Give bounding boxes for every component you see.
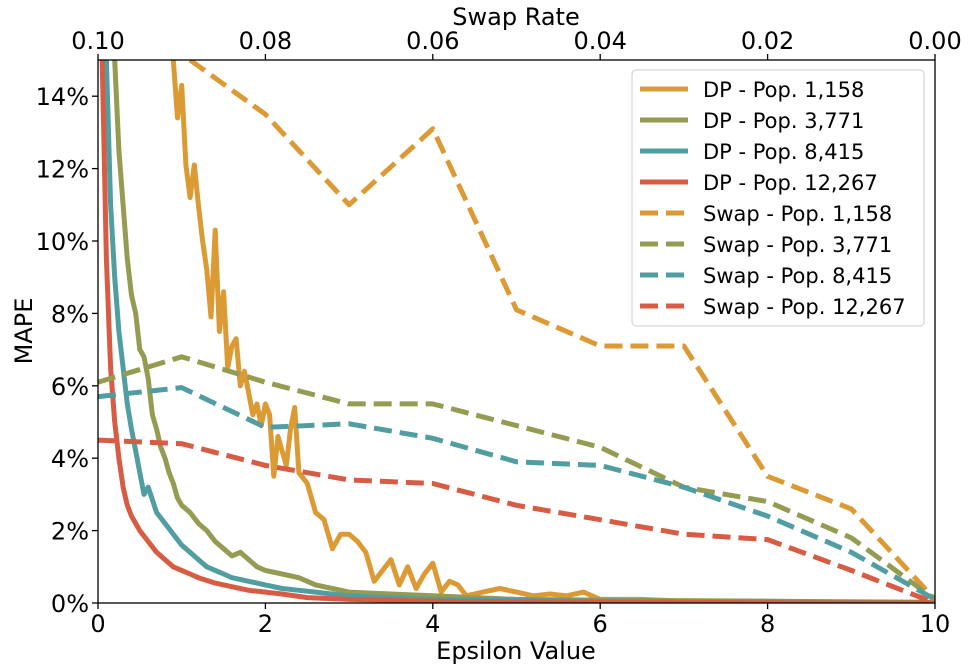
top-x-tick-label: 0.02 <box>741 27 794 55</box>
top-x-tick-label: 0.00 <box>908 27 961 55</box>
x-tick-label: 0 <box>90 610 105 638</box>
series-line-5 <box>188 60 935 602</box>
y-tick-label: 14% <box>36 83 89 111</box>
legend-label-1: DP - Pop. 1,158 <box>703 78 864 102</box>
top-x-tick-label: 0.10 <box>71 27 124 55</box>
y-tick-label: 6% <box>51 373 89 401</box>
axes-layer: 0 2 4 6 8 10 0.10 0.08 0.06 0.04 0.02 0.00 0% 2% 4% 6% 8… <box>36 27 962 638</box>
x-tick-label: 4 <box>425 610 440 638</box>
x-axis-title: Epsilon Value <box>436 637 596 665</box>
series-line-2 <box>112 60 935 603</box>
top-x-tick-label: 0.04 <box>573 27 626 55</box>
series-line-6 <box>98 354 935 602</box>
y-tick-label: 2% <box>51 518 89 546</box>
y-tick-label: 8% <box>51 300 89 328</box>
series-layer <box>98 60 935 603</box>
x-tick-label: 2 <box>258 610 273 638</box>
y-tick-label: 4% <box>51 445 89 473</box>
series-line-3 <box>103 60 935 603</box>
legend-box <box>631 69 925 327</box>
series-line-8 <box>98 437 935 603</box>
top-axis-title: Swap Rate <box>452 3 579 31</box>
plot-frame <box>97 59 936 604</box>
y-tick-label: 10% <box>36 228 89 256</box>
legend-label-6: Swap - Pop. 3,771 <box>703 233 892 257</box>
legend-label-2: DP - Pop. 3,771 <box>703 109 864 133</box>
legend: DP - Pop. 1,158 DP - Pop. 3,771 DP - Pop. … <box>631 69 925 327</box>
legend-label-5: Swap - Pop. 1,158 <box>703 202 892 226</box>
top-x-tick-label: 0.06 <box>406 27 459 55</box>
legend-label-8: Swap - Pop. 12,267 <box>703 295 906 319</box>
y-axis-title: MAPE <box>10 298 38 365</box>
y-tick-label: 0% <box>51 590 89 618</box>
top-x-tick-label: 0.08 <box>239 27 292 55</box>
legend-label-7: Swap - Pop. 8,415 <box>703 264 892 288</box>
y-tick-label: 12% <box>36 156 89 184</box>
x-tick-label: 8 <box>760 610 775 638</box>
series-line-1 <box>170 60 935 603</box>
legend-label-3: DP - Pop. 8,415 <box>703 140 864 164</box>
series-line-4 <box>99 60 935 603</box>
x-tick-label: 10 <box>920 610 951 638</box>
series-line-7 <box>98 385 935 602</box>
legend-label-4: DP - Pop. 12,267 <box>703 171 878 195</box>
x-tick-label: 6 <box>593 610 608 638</box>
